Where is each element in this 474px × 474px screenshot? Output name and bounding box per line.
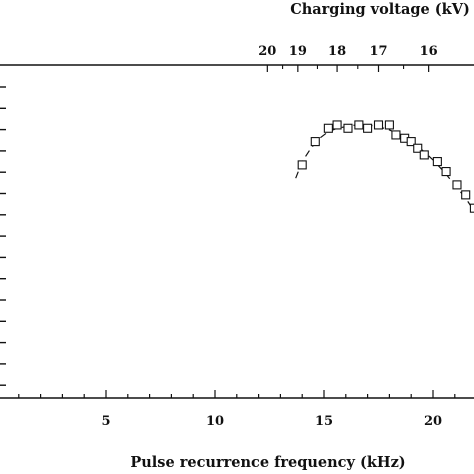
left-axis-ticks: [0, 86, 6, 386]
data-point: [391, 130, 401, 140]
data-points-layer: [297, 120, 474, 213]
x-axis-title: Pulse recurrence frequency (kHz): [130, 454, 405, 471]
data-point: [363, 123, 373, 133]
data-point: [413, 143, 423, 153]
top-tick-label: 18: [328, 44, 346, 59]
data-point: [469, 203, 474, 213]
x-tick-label: 15: [315, 414, 333, 429]
data-point: [432, 157, 442, 167]
top-tick-label: 20: [258, 44, 276, 59]
data-point: [441, 167, 451, 177]
top-tick-label: 16: [420, 44, 438, 59]
top-tick-label: 19: [289, 44, 307, 59]
data-point: [452, 180, 462, 190]
data-point: [384, 120, 394, 130]
x-tick-label: 20: [424, 414, 442, 429]
plot-frame: [0, 64, 474, 399]
top-axis-title: Charging voltage (kV): [290, 1, 470, 18]
bottom-axis-ticks: 5 10 15 20: [18, 390, 456, 429]
data-point: [406, 137, 416, 147]
top-tick-label: 17: [369, 44, 387, 59]
data-point: [332, 120, 342, 130]
data-point: [297, 160, 307, 170]
x-tick-label: 5: [101, 414, 110, 429]
data-point: [323, 123, 333, 133]
data-point: [310, 137, 320, 147]
data-point: [419, 150, 429, 160]
top-axis-ticks: 20 19 18 17 16: [258, 44, 438, 72]
data-point: [373, 120, 384, 130]
data-point: [354, 120, 364, 130]
data-point: [343, 123, 353, 133]
data-point: [461, 190, 471, 200]
x-tick-label: 10: [206, 414, 224, 429]
